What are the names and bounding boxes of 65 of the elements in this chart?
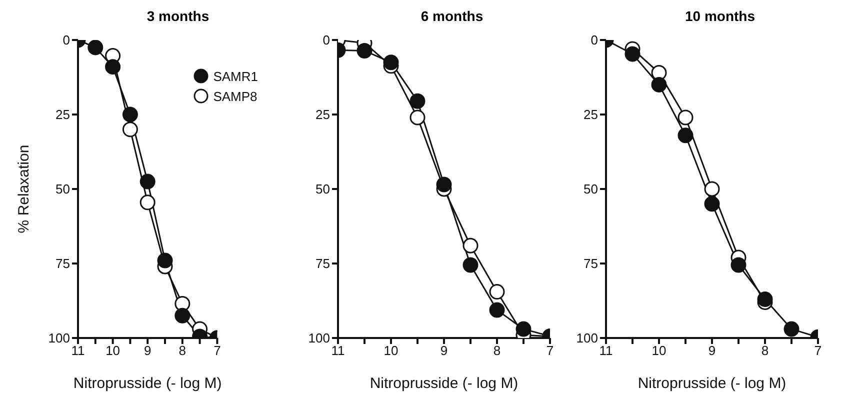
y-tick-label: 25 [584,107,598,122]
point [105,59,121,75]
x-axis-title: Nitroprusside (- log M) [370,375,518,392]
x-tick-label: 8 [761,343,769,358]
y-tick-label: 75 [316,256,330,272]
legend-label: SAMR1 [213,68,258,84]
point [174,308,190,324]
x-tick-label: 8 [178,343,186,358]
point [157,252,173,268]
point [140,174,156,190]
x-axis-title: Nitroprusside (- log M) [638,375,786,392]
point [516,321,532,337]
point [704,196,720,212]
chart-title: 3 months [146,8,210,26]
point [356,42,372,58]
y-tick-label: 75 [584,256,598,272]
point [704,181,720,197]
point [784,321,800,337]
point [462,257,478,273]
x-tick-label: 7 [214,343,221,358]
point [410,93,426,109]
x-tick-label: 7 [814,343,822,358]
y-tick-label: 25 [56,107,70,122]
y-tick-label: 0 [62,32,70,48]
x-tick-label: 9 [144,343,152,358]
point [489,302,505,318]
y-tick-label: 100 [308,330,330,346]
y-tick-label: 50 [316,182,330,197]
x-axis-title: Nitroprusside (- log M) [73,375,222,392]
point [462,238,478,254]
point [730,257,746,273]
y-tick-label: 25 [316,107,330,122]
x-tick-label: 9 [440,343,448,358]
x-tick-label: 11 [599,343,613,358]
point [436,176,452,192]
x-tick-label: 7 [546,343,554,358]
point [410,110,426,126]
point [122,122,138,138]
y-tick-label: 100 [576,330,598,346]
legend-label: SAMP8 [213,88,258,104]
point [88,40,104,56]
y-tick-label: 75 [56,256,70,272]
x-tick-label: 11 [331,343,345,358]
point [489,284,505,300]
point [624,46,640,62]
chart-title: 6 months [420,8,484,26]
y-tick-label: 50 [56,182,70,197]
x-tick-label: 11 [71,343,85,358]
y-tick-label: 50 [584,182,598,197]
point [651,76,667,92]
y-tick-label: 0 [322,32,330,48]
point [122,106,138,122]
x-tick-label: 9 [708,343,716,358]
point [678,128,694,144]
chart-title: 10 months [684,8,756,26]
y-tick-label: 100 [48,330,70,346]
x-tick-label: 10 [384,343,398,358]
point [678,110,694,126]
point [140,194,156,210]
x-tick-label: 8 [493,343,501,358]
y-axis-title: % Relaxation [15,144,32,234]
x-tick-label: 10 [106,343,120,358]
x-tick-label: 10 [652,343,666,358]
y-tick-label: 0 [590,32,598,48]
point [383,54,399,70]
